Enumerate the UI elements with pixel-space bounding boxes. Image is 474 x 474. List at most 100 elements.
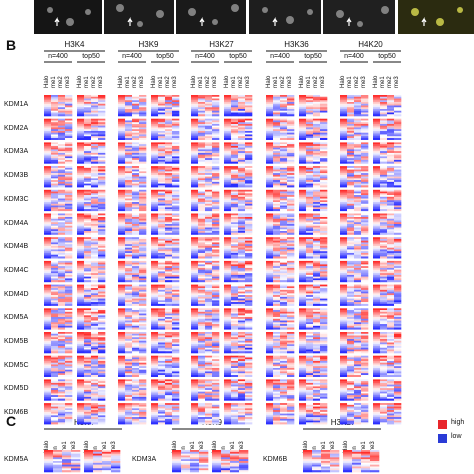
- row-label: KDM4B: [4, 243, 29, 251]
- heatmap-cell: [266, 118, 295, 140]
- heatmap-cell: [77, 95, 106, 117]
- heatmap-cell: [77, 118, 106, 140]
- heatmap-cell: [340, 237, 369, 259]
- subset-header: n=400: [270, 53, 290, 60]
- heatmap-cell: [191, 213, 220, 235]
- heatmap-cell: [299, 237, 328, 259]
- heatmap-cell: [266, 355, 295, 377]
- heatmap-cell: [172, 450, 209, 473]
- heatmap-cell: [44, 166, 73, 188]
- heatmap-cell: [44, 260, 73, 283]
- heatmap-cell: [340, 308, 369, 330]
- heatmap-cell: [343, 450, 380, 473]
- heatmap-cell: [151, 142, 180, 164]
- heatmap-cell: [299, 403, 328, 425]
- heatmap-cell: [77, 355, 106, 377]
- heatmap-cell: [151, 403, 180, 425]
- row-label: KDM3A: [132, 456, 157, 463]
- modification-header: H4K20: [358, 40, 383, 49]
- heatmap-cell: [44, 403, 73, 425]
- heatmap-cell: [44, 95, 73, 117]
- heatmap-cell: [266, 284, 295, 306]
- heatmap-cell: [224, 379, 253, 401]
- heatmap-cell: [44, 379, 73, 401]
- row-label: KDM4D: [4, 290, 29, 298]
- modification-header: H3K9: [138, 40, 159, 49]
- subset-header: n=400: [344, 53, 364, 60]
- heatmap-cell: [340, 260, 369, 283]
- heatmap-cell: [373, 166, 402, 188]
- heatmap-cell: [340, 95, 369, 117]
- heatmap-cell: [224, 308, 253, 330]
- heatmap-cell: [299, 166, 328, 188]
- heatmap-cell: [299, 332, 328, 354]
- heatmap-cell: [266, 237, 295, 259]
- subset-header: n=400: [195, 53, 215, 60]
- heatmap-cell: [77, 379, 106, 401]
- heatmap-cell: [299, 355, 328, 377]
- heatmap-cell: [151, 237, 180, 259]
- heatmap-cell: [266, 308, 295, 330]
- heatmap-cell: [191, 260, 220, 283]
- legend-high-swatch: [438, 420, 447, 429]
- subset-header: top50: [156, 53, 174, 60]
- heatmap-cell: [266, 166, 295, 188]
- heatmap-cell: [373, 308, 402, 330]
- heatmap-cell: [118, 95, 147, 117]
- heatmap-cell: [340, 284, 369, 306]
- heatmap-cell: [340, 355, 369, 377]
- heatmap-cell: [151, 260, 180, 283]
- heatmap-cell: [191, 284, 220, 306]
- heatmap-cell: [118, 189, 147, 212]
- heatmap-cell: [340, 379, 369, 401]
- heatmap-cell: [118, 142, 147, 164]
- heatmap-cell: [373, 118, 402, 140]
- heatmap-cell: [266, 95, 295, 117]
- heatmap-cell: [373, 284, 402, 306]
- heatmap-cell: [224, 403, 253, 425]
- heatmap-cell: [118, 308, 147, 330]
- heatmap-cell: [151, 213, 180, 235]
- panel-c-label: C: [6, 413, 17, 429]
- heatmap-cell: [118, 379, 147, 401]
- heatmap-cell: [191, 166, 220, 188]
- row-label: KDM3A: [4, 148, 29, 156]
- heatmap-cell: [118, 213, 147, 235]
- heatmap-cell: [224, 95, 253, 117]
- heatmap-cell: [299, 379, 328, 401]
- heatmap-cell: [373, 213, 402, 235]
- heatmap-cell: [151, 379, 180, 401]
- heatmap-cell: [77, 142, 106, 164]
- heatmap-cell: [373, 379, 402, 401]
- heatmap-cell: [266, 403, 295, 425]
- row-label: KDM5C: [4, 361, 29, 369]
- heatmap-cell: [118, 284, 147, 306]
- heatmap-cell: [44, 213, 73, 235]
- heatmap-cell: [340, 189, 369, 212]
- heatmap-cell: [299, 189, 328, 212]
- heatmap-cell: [266, 189, 295, 212]
- heatmap-cell: [151, 95, 180, 117]
- subset-header: top50: [304, 53, 322, 60]
- row-label: KDM5B: [4, 338, 29, 345]
- heatmap-cell: [151, 308, 180, 330]
- heatmap-cell: [299, 260, 328, 283]
- heatmap-cell: [373, 355, 402, 377]
- row-label: KDM2A: [4, 124, 29, 132]
- heatmap-cell: [44, 308, 73, 330]
- row-label: KDM3B: [4, 172, 29, 180]
- heatmap-cell: [340, 403, 369, 425]
- heatmap-cell: [224, 189, 253, 212]
- heatmap-cell: [44, 332, 73, 354]
- heatmap-cell: [191, 403, 220, 425]
- heatmap-cell: [299, 213, 328, 235]
- heatmap-cell: [224, 166, 253, 188]
- modification-header: H3K36: [284, 40, 309, 49]
- row-label: KDM5A: [4, 456, 29, 463]
- heatmap-cell: [299, 142, 328, 164]
- heatmap-cell: [191, 308, 220, 330]
- heatmap-cell: [299, 95, 328, 117]
- heatmap-cell: [118, 403, 147, 425]
- heatmap-cell: [77, 260, 106, 283]
- heatmap-cell: [118, 237, 147, 259]
